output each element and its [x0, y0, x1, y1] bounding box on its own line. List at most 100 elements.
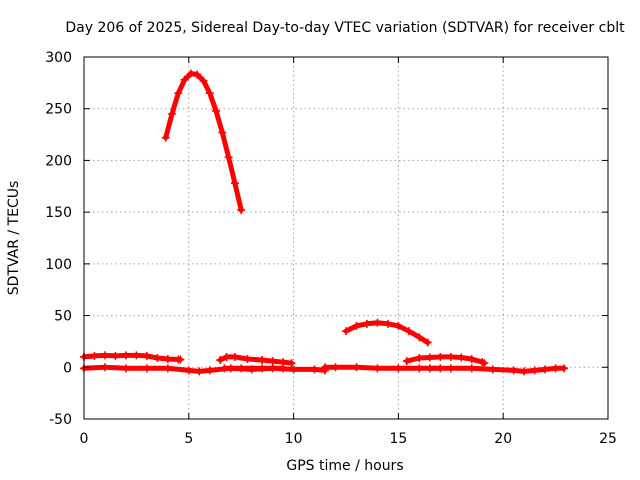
data-point — [142, 351, 151, 360]
y-tick-label: 100 — [45, 257, 72, 273]
data-point — [168, 109, 177, 118]
data-point — [457, 353, 466, 362]
x-tick-label: 10 — [285, 431, 303, 447]
y-tick-label: -50 — [49, 412, 72, 428]
data-layer — [80, 69, 568, 376]
data-point — [423, 338, 432, 347]
plot-frame — [83, 56, 609, 420]
data-point — [541, 365, 550, 374]
data-point — [212, 106, 221, 115]
data-point — [111, 351, 120, 360]
data-point — [222, 352, 231, 361]
data-point — [258, 356, 267, 365]
data-point — [373, 364, 382, 373]
data-point — [551, 364, 560, 373]
data-point — [467, 364, 476, 373]
data-point — [121, 364, 130, 373]
data-point — [404, 327, 413, 336]
data-point — [100, 351, 109, 360]
data-point — [480, 359, 489, 368]
data-point — [153, 353, 162, 362]
data-point — [520, 367, 529, 376]
data-point — [352, 363, 361, 372]
x-axis-label: GPS time / hours — [286, 458, 403, 474]
axis-ticks: 0 5 10 15 20 25 -50 0 50 100 150 200 250 300 — [45, 50, 617, 447]
data-point — [415, 364, 424, 373]
data-point — [425, 353, 434, 362]
data-point — [446, 352, 455, 361]
data-point — [195, 367, 204, 376]
y-tick-label: 50 — [54, 309, 72, 325]
data-point — [467, 355, 476, 364]
data-point — [132, 351, 141, 360]
data-point — [402, 357, 411, 366]
series-line — [81, 364, 328, 374]
data-point — [180, 75, 189, 84]
data-point — [287, 359, 296, 368]
data-point — [237, 364, 246, 373]
data-point — [121, 351, 130, 360]
data-point — [331, 363, 340, 372]
data-point — [230, 179, 239, 188]
series-sat-h — [402, 352, 489, 368]
data-point — [394, 364, 403, 373]
series-sat-b — [80, 351, 185, 364]
series-sat-g — [342, 318, 432, 347]
data-point — [184, 366, 193, 375]
data-point — [509, 366, 518, 375]
data-point — [230, 352, 239, 361]
x-tick-label: 5 — [184, 431, 193, 447]
data-point — [220, 364, 229, 373]
data-point — [258, 364, 267, 373]
y-tick-label: 200 — [45, 153, 72, 169]
data-point — [161, 133, 170, 142]
data-point — [373, 318, 382, 327]
data-point — [193, 70, 202, 79]
data-point — [237, 206, 246, 215]
data-point — [394, 321, 403, 330]
x-tick-label: 20 — [494, 431, 512, 447]
data-point — [362, 319, 371, 328]
data-point — [352, 321, 361, 330]
data-point — [218, 128, 227, 137]
y-tick-label: 250 — [45, 102, 72, 118]
data-point — [342, 327, 350, 336]
y-tick-label: 300 — [45, 50, 72, 66]
chart-title: Day 206 of 2025, Sidereal Day-to-day VTE… — [65, 20, 625, 36]
data-point — [425, 364, 434, 373]
data-point — [176, 355, 185, 364]
data-point — [205, 366, 214, 375]
data-point — [205, 89, 214, 98]
data-point — [243, 355, 252, 364]
data-point — [142, 364, 151, 373]
data-point — [100, 363, 109, 372]
y-tick-label: 0 — [63, 360, 72, 376]
data-point — [488, 365, 497, 374]
data-point — [199, 76, 208, 85]
data-point — [268, 357, 277, 366]
series-sat-i — [425, 364, 568, 376]
data-point — [224, 153, 233, 162]
data-point — [446, 364, 455, 373]
series-line — [427, 365, 567, 374]
y-axis-label: SDTVAR / TECUs — [6, 181, 22, 296]
series-sat-d — [216, 352, 296, 368]
grid — [84, 57, 608, 419]
y-tick-label: 150 — [45, 205, 72, 221]
data-point — [163, 355, 172, 364]
data-point — [415, 353, 424, 362]
x-tick-label: 25 — [599, 431, 617, 447]
series-sat-e — [220, 364, 288, 373]
data-point — [415, 333, 424, 342]
data-point — [289, 365, 298, 374]
data-point — [174, 89, 183, 98]
data-point — [383, 319, 392, 328]
series-sat-f — [321, 363, 445, 373]
data-point — [186, 69, 195, 78]
data-point — [559, 364, 568, 373]
series-sat-a — [161, 69, 246, 215]
data-point — [321, 363, 330, 372]
data-point — [279, 364, 288, 373]
data-point — [216, 356, 225, 365]
